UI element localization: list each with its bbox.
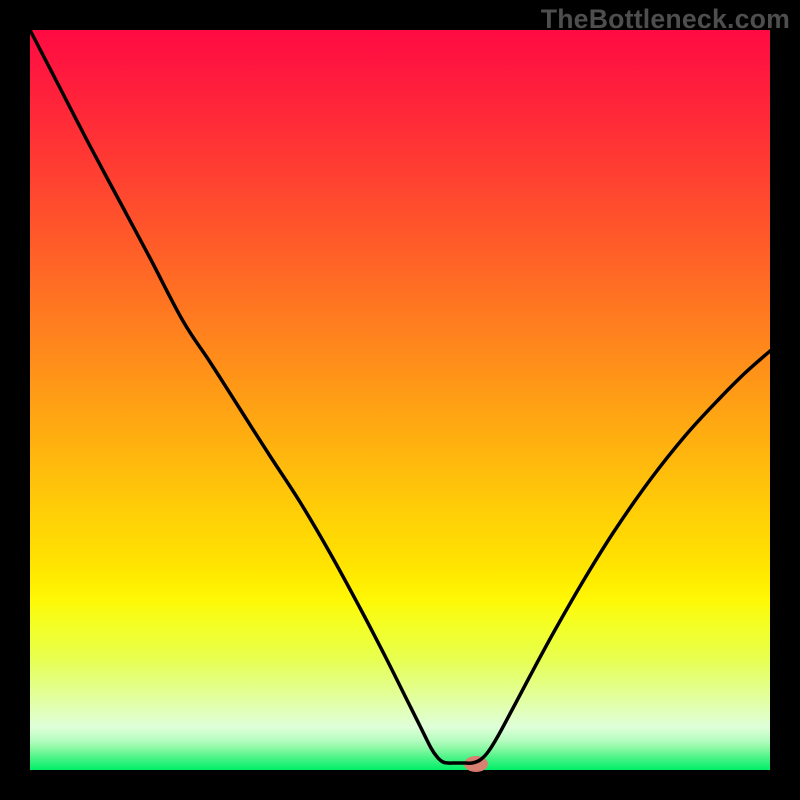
watermark-label: TheBottleneck.com xyxy=(541,4,790,35)
watermark-text: TheBottleneck.com xyxy=(541,4,790,34)
plot-area xyxy=(30,30,770,770)
chart-stage: TheBottleneck.com xyxy=(0,0,800,800)
bottleneck-chart-svg xyxy=(0,0,800,800)
